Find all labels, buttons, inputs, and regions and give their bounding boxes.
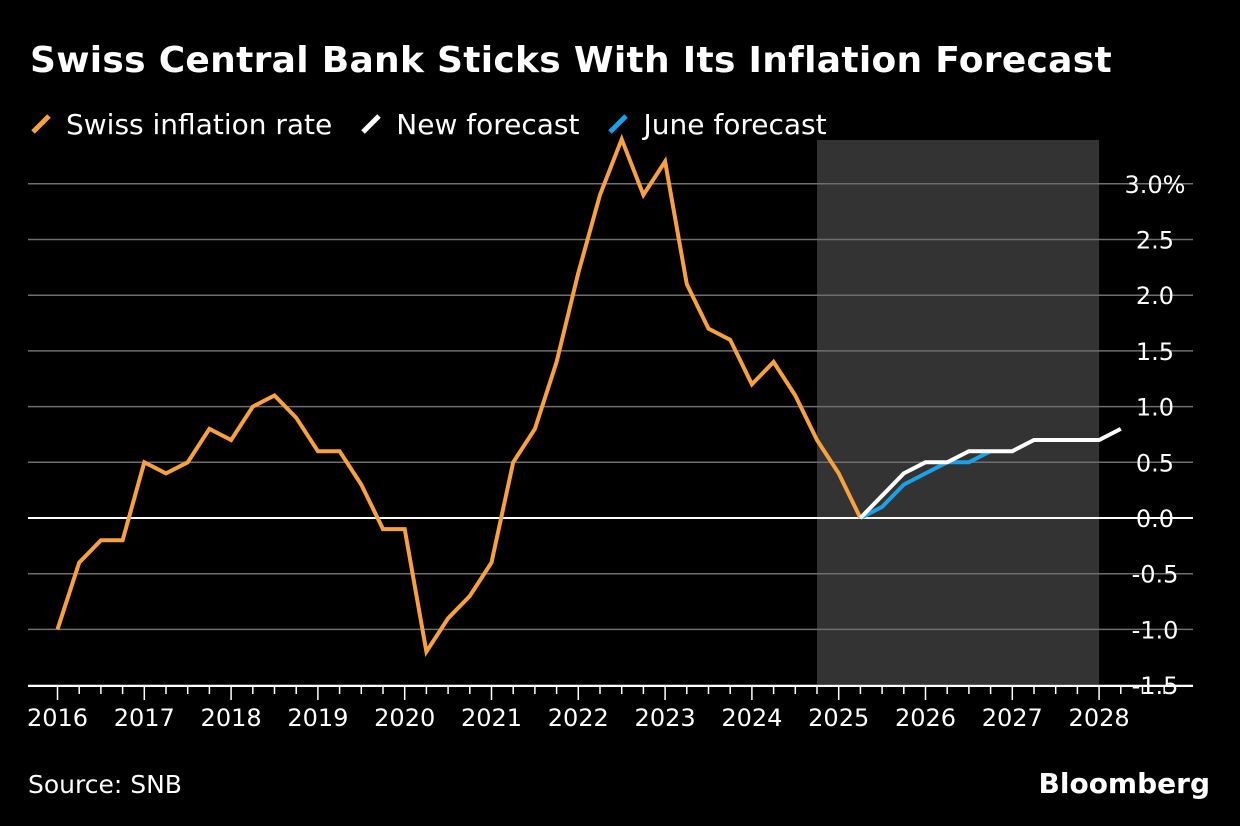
chart-title: Swiss Central Bank Sticks With Its Infla… — [30, 40, 1113, 81]
y-tick-label-7: 2.0 — [1136, 282, 1174, 310]
legend-swatch-new-forecast — [360, 113, 382, 135]
source-note: Source: SNB — [28, 770, 182, 799]
x-tick-label-2027: 2027 — [982, 704, 1043, 732]
x-tick-label-2028: 2028 — [1069, 704, 1130, 732]
series-swiss-inflation-rate — [55, 133, 863, 658]
legend-item-june-forecast: June forecast — [607, 107, 827, 141]
x-tick-label-2019: 2019 — [287, 704, 348, 732]
y-tick-label-5: 1.0 — [1136, 394, 1174, 422]
x-tick-label-2026: 2026 — [895, 704, 956, 732]
x-tick-label-2021: 2021 — [461, 704, 522, 732]
forecast-period-band — [817, 140, 1100, 686]
x-tick-label-2017: 2017 — [114, 704, 175, 732]
x-tick-label-2023: 2023 — [635, 704, 696, 732]
y-tick-label-1: -1.0 — [1132, 616, 1179, 644]
y-tick-label-6: 1.5 — [1136, 338, 1174, 366]
x-tick-label-2022: 2022 — [548, 704, 609, 732]
legend-label-new-forecast: New forecast — [396, 107, 580, 141]
y-tick-label-0: -1.5 — [1132, 672, 1179, 700]
y-tick-label-2: -0.5 — [1132, 561, 1179, 589]
series-new-forecast — [858, 427, 1122, 520]
x-tick-label-2018: 2018 — [201, 704, 262, 732]
legend-item-new-forecast: New forecast — [360, 108, 579, 141]
legend-swatch-inflation — [30, 113, 52, 135]
y-tick-label-4: 0.5 — [1136, 449, 1174, 477]
y-tick-label-9: 3.0% — [1125, 171, 1186, 199]
x-tick-label-2020: 2020 — [374, 704, 435, 732]
legend: Swiss inflation rate New forecast June f… — [30, 106, 827, 142]
bloomberg-logo: Bloomberg — [1038, 767, 1210, 800]
legend-label-june-forecast: June forecast — [643, 107, 827, 141]
x-tick-label-2016: 2016 — [27, 704, 88, 732]
y-tick-label-3: 0.0 — [1136, 505, 1174, 533]
y-tick-label-8: 2.5 — [1136, 227, 1174, 255]
legend-label-inflation: Swiss inflation rate — [66, 107, 333, 141]
legend-item-inflation: Swiss inflation rate — [30, 108, 332, 141]
x-tick-label-2024: 2024 — [721, 704, 782, 732]
x-tick-label-2025: 2025 — [808, 704, 869, 732]
legend-swatch-june-forecast — [607, 113, 629, 135]
series-june-forecast — [859, 449, 992, 520]
